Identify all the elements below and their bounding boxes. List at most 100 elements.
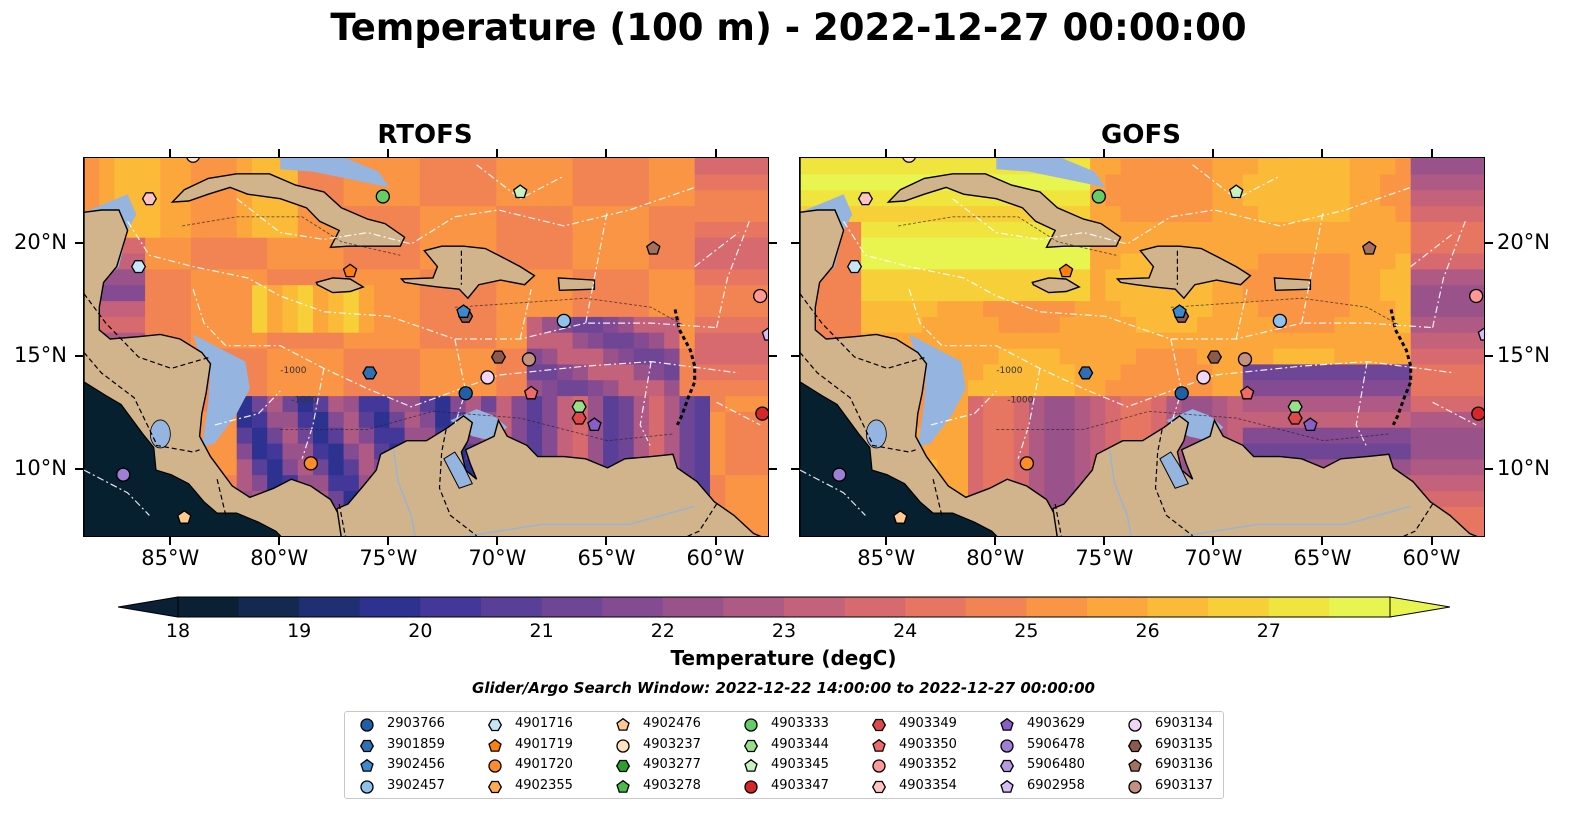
colorbar-segment xyxy=(784,597,846,617)
colorbar xyxy=(118,596,1450,618)
panel-title-gofs: GOFS xyxy=(1101,120,1181,150)
axis-tick xyxy=(278,149,281,157)
axis-tick xyxy=(75,241,83,244)
colorbar-segment xyxy=(723,597,785,617)
colorbar-tick-label: 26 xyxy=(1135,620,1160,642)
axis-tick xyxy=(714,149,717,157)
legend-marker xyxy=(1128,779,1142,794)
float-marker-4903350 xyxy=(523,385,539,400)
float-marker-6903135 xyxy=(490,350,507,364)
float-marker-4903350 xyxy=(1239,385,1255,400)
axis-tick xyxy=(885,537,888,545)
legend-marker xyxy=(872,738,886,752)
legend-marker-symbol xyxy=(872,759,886,773)
axis-tick xyxy=(885,149,888,157)
legend-marker-symbol xyxy=(1000,779,1014,793)
float-marker-4903354 xyxy=(141,192,158,206)
legend-marker-symbol xyxy=(744,758,758,772)
legend-label: 6903137 xyxy=(1155,777,1213,793)
legend-marker-symbol xyxy=(1128,718,1142,732)
legend-label: 3902457 xyxy=(387,777,445,793)
axis-tick xyxy=(1321,537,1324,545)
float-marker-6903134 xyxy=(480,370,495,385)
float-marker-5906478 xyxy=(116,467,131,482)
legend-marker xyxy=(360,779,374,794)
lat-label-right: 10°N xyxy=(1497,456,1550,481)
legend-label: 4903344 xyxy=(771,736,829,752)
legend-marker xyxy=(1000,717,1014,731)
axis-tick xyxy=(1321,149,1324,157)
legend-marker xyxy=(1128,758,1142,772)
legend-marker xyxy=(744,758,758,772)
colorbar-segment xyxy=(178,597,240,617)
legend-label: 4903352 xyxy=(899,757,957,772)
float-marker-4903344 xyxy=(1287,400,1303,414)
legend-label: 6903134 xyxy=(1155,716,1213,731)
float-marker-3902456 xyxy=(456,304,471,318)
float-marker-4903347 xyxy=(1471,406,1484,421)
lon-label: 85°W xyxy=(857,546,916,570)
legend-label: 5906478 xyxy=(1027,736,1085,752)
lon-label: 70°W xyxy=(1184,546,1243,570)
float-marker-6903137 xyxy=(1237,352,1253,367)
legend-label: 2903766 xyxy=(387,716,445,731)
legend-marker xyxy=(1127,739,1143,752)
legend-label: 4903277 xyxy=(643,757,701,772)
colorbar-extend-low xyxy=(118,596,179,618)
legend: 2903766 3901859 3902456 3902457 4901716 49017… xyxy=(344,711,1224,799)
legend-label: 4903629 xyxy=(1027,716,1085,731)
legend-marker xyxy=(616,779,630,793)
contour-label: -1000 xyxy=(1007,395,1033,405)
legend-marker-symbol xyxy=(1000,717,1014,731)
colorbar-segment xyxy=(662,597,724,617)
float-marker-6903135 xyxy=(1206,350,1223,364)
float-marker-4903344 xyxy=(571,400,587,414)
legend-marker-symbol xyxy=(1000,738,1014,753)
float-marker-4903333 xyxy=(375,189,390,204)
axis-tick xyxy=(496,149,499,157)
float-marker-4903349 xyxy=(1287,411,1303,425)
legend-marker xyxy=(488,759,502,773)
legend-label: 6902958 xyxy=(1027,777,1085,793)
legend-marker xyxy=(743,739,759,752)
legend-label: 3902456 xyxy=(387,757,445,772)
axis-tick xyxy=(1485,355,1493,358)
colorbar-segment xyxy=(602,597,664,617)
axis-tick xyxy=(769,355,777,358)
legend-marker-symbol xyxy=(615,759,631,773)
axis-tick xyxy=(1430,537,1433,545)
legend-marker-symbol xyxy=(1128,779,1142,794)
float-marker-4903352 xyxy=(1469,288,1484,304)
axis-tick xyxy=(387,149,390,157)
legend-marker xyxy=(360,758,374,772)
legend-label: 5906480 xyxy=(1027,757,1085,772)
float-marker-3902457 xyxy=(1272,313,1288,329)
axis-tick xyxy=(75,355,83,358)
legend-marker xyxy=(487,718,503,732)
lon-label: 80°W xyxy=(250,546,309,570)
legend-label: 4901719 xyxy=(515,736,573,752)
float-marker-2903766 xyxy=(1174,386,1189,401)
panel-title-rtofs: RTOFS xyxy=(377,120,473,150)
legend-label: 4902355 xyxy=(515,777,573,793)
lon-label: 80°W xyxy=(966,546,1025,570)
float-marker-4901720 xyxy=(303,456,318,471)
float-marker-4901716 xyxy=(846,260,863,274)
legend-marker xyxy=(872,759,886,773)
axis-tick xyxy=(791,241,799,244)
colorbar-label: Temperature (degC) xyxy=(670,646,897,670)
float-marker-4901720 xyxy=(1019,456,1034,471)
float-marker-4903237 xyxy=(186,158,200,163)
axis-tick xyxy=(496,537,499,545)
colorbar-tick-label: 24 xyxy=(893,620,918,642)
float-marker-6903136 xyxy=(646,240,661,255)
float-marker-6903134 xyxy=(1196,370,1211,385)
lat-label-right: 15°N xyxy=(1497,343,1550,368)
float-marker-3902457 xyxy=(556,313,572,329)
axis-tick xyxy=(791,355,799,358)
legend-marker xyxy=(360,718,374,732)
legend-marker-symbol xyxy=(872,738,886,752)
float-marker-4903345 xyxy=(1229,184,1244,199)
legend-marker xyxy=(744,718,758,732)
colorbar-segment xyxy=(1087,597,1149,617)
